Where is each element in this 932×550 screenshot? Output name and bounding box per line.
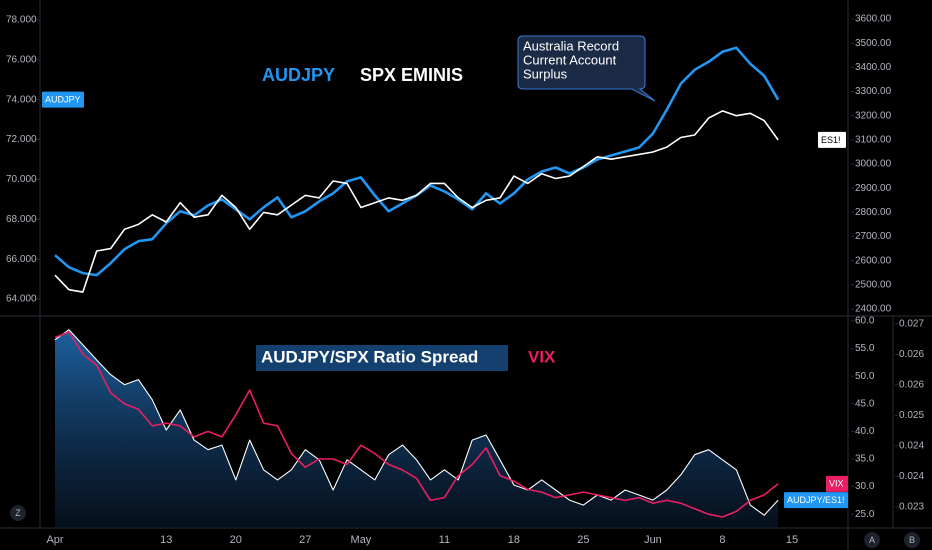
legend-label: SPX EMINIS	[360, 65, 463, 85]
line	[54, 110, 779, 293]
button-label[interactable]: B	[909, 535, 915, 545]
price-tag-label: AUDJPY	[45, 95, 81, 105]
x-tick-label: Apr	[46, 534, 63, 546]
area	[55, 329, 779, 528]
y-tick-label: 3600.00	[855, 14, 892, 25]
y-tick-label: 45.0	[855, 398, 875, 409]
y-tick-label: 74.000	[6, 94, 37, 105]
y-tick-label: 2500.00	[855, 279, 892, 290]
y-tick-label: 3100.00	[855, 135, 892, 146]
y-tick-label: 0.026	[899, 379, 924, 390]
button[interactable]	[904, 532, 920, 548]
x-tick-label: Jun	[644, 534, 662, 546]
price-tag	[826, 475, 848, 492]
y-tick-label: 0.024	[899, 471, 924, 482]
x-tick-label: 27	[299, 534, 311, 546]
y-tick-label: 78.000	[6, 15, 37, 26]
y-tick-label: 2700.00	[855, 231, 892, 242]
y-tick-label: 0.027	[899, 318, 924, 329]
x-tick-label: May	[351, 534, 372, 546]
annotation-box	[517, 35, 656, 102]
x-tick-label: 13	[160, 534, 172, 546]
ratio-title-box	[256, 345, 508, 371]
y-tick-label: 3000.00	[855, 159, 892, 170]
x-tick-label: 15	[786, 534, 798, 546]
x-tick-label: 8	[719, 534, 725, 546]
price-tag-label: AUDJPY/ES1!	[787, 495, 845, 505]
price-tag	[818, 131, 846, 148]
y-tick-label: 0.024	[899, 441, 924, 452]
y-tick-label: 68.000	[6, 214, 37, 225]
overlay	[256, 35, 656, 371]
legend-label: AUDJPY	[262, 65, 335, 85]
button[interactable]	[864, 532, 880, 548]
y-tick-label: 0.025	[899, 410, 924, 421]
legend-label: VIX	[528, 347, 556, 366]
y-tick-label: 3500.00	[855, 38, 892, 49]
x-tick-label: 20	[230, 534, 242, 546]
y-tick-label: 25.0	[855, 509, 875, 520]
y-tick-label: 3200.00	[855, 110, 892, 121]
annotation-text: Surplus	[523, 66, 568, 81]
y-tick-label: 3300.00	[855, 86, 892, 97]
price-tag	[42, 91, 84, 108]
y-tick-label: 64.000	[6, 294, 37, 305]
y-tick-label: 70.000	[6, 174, 37, 185]
button-label[interactable]: A	[869, 535, 875, 545]
price-tag-label: ES1!	[821, 135, 841, 145]
y-tick-label: 35.0	[855, 454, 875, 465]
legend-label: AUDJPY/SPX Ratio Spread	[261, 347, 478, 366]
line	[54, 329, 779, 516]
y-tick-label: 0.026	[899, 349, 924, 360]
y-tick-label: 2600.00	[855, 255, 892, 266]
annotation-text: Australia Record	[523, 38, 619, 53]
button-label[interactable]: Z	[15, 508, 21, 518]
x-tick-label: 25	[577, 534, 589, 546]
y-tick-label: 76.000	[6, 54, 37, 65]
x-tick-label: 18	[508, 534, 520, 546]
y-tick-label: 60.0	[855, 316, 875, 327]
y-tick-label: 2900.00	[855, 183, 892, 194]
line	[54, 331, 779, 518]
y-tick-label: 2400.00	[855, 304, 892, 315]
y-tick-label: 66.000	[6, 254, 37, 265]
y-tick-label: 2800.00	[855, 207, 892, 218]
y-tick-label: 55.0	[855, 343, 875, 354]
y-tick-label: 50.0	[855, 371, 875, 382]
button[interactable]	[10, 505, 26, 521]
y-tick-label: 30.0	[855, 481, 875, 492]
annotation-text: Current Account	[523, 52, 617, 67]
x-tick-label: 11	[439, 534, 450, 546]
price-tag-label: VIX	[829, 479, 844, 489]
y-tick-label: 72.000	[6, 134, 37, 145]
plot-area	[54, 46, 780, 528]
y-tick-label: 40.0	[855, 426, 875, 437]
y-tick-label: 3400.00	[855, 62, 892, 73]
y-tick-label: 0.023	[899, 502, 924, 513]
price-tag	[784, 492, 848, 509]
